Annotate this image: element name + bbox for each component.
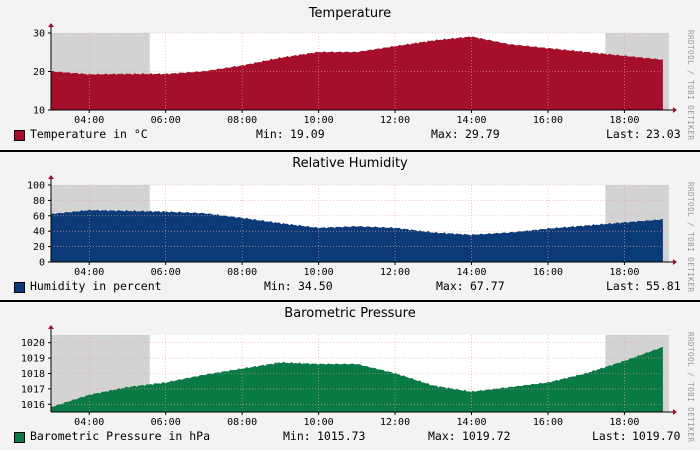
legend-min-label: Min: [256, 127, 284, 141]
legend-max-value: 67.77 [470, 279, 505, 293]
legend-last-label: Last: [606, 127, 641, 141]
x-tick-label: 04:00 [74, 417, 104, 428]
legend-swatch [14, 130, 25, 141]
x-tick-label: 06:00 [151, 417, 181, 428]
x-tick-label: 16:00 [533, 115, 563, 126]
y-tick-label: 30 [33, 29, 45, 40]
y-tick-label: 40 [33, 227, 45, 238]
y-tick-label: 20 [33, 242, 45, 253]
x-tick-label: 14:00 [456, 267, 486, 278]
x-tick-label: 06:00 [151, 267, 181, 278]
legend-min-label: Min: [264, 279, 292, 293]
legend-min-value: 34.50 [298, 279, 333, 293]
y-tick-label: 1017 [21, 384, 45, 395]
x-tick-label: 04:00 [74, 267, 104, 278]
humidity-panel: Relative Humidity 0 20 40 60 80 100 04:00 06:00… [0, 150, 700, 300]
legend-swatch [14, 432, 25, 443]
y-tick-label: 10 [33, 106, 45, 117]
y-tick-label: 0 [39, 258, 45, 269]
legend-min-value: 19.09 [290, 127, 325, 141]
rrdtool-watermark: RRDTOOL / TOBI OETIKER [686, 30, 695, 141]
legend-max-label: Max: [428, 429, 456, 443]
x-tick-label: 06:00 [151, 115, 181, 126]
x-tick-label: 18:00 [609, 115, 639, 126]
legend-min-label: Min: [283, 429, 311, 443]
temperature-chart: 10 20 30 04:00 06:00 08:00 10:00 12:00 14:00 16:0… [33, 23, 677, 126]
x-axis-arrow [673, 259, 677, 265]
x-tick-label: 14:00 [456, 417, 486, 428]
x-axis-arrow [673, 107, 677, 113]
legend-max-label: Max: [431, 127, 459, 141]
y-tick-label: 1018 [21, 369, 45, 380]
x-tick-label: 16:00 [533, 417, 563, 428]
pressure-chart: 1016 1017 1018 1019 1020 04:00 06:00 08:00 10:00… [21, 325, 677, 428]
legend-max-value: 29.79 [465, 127, 500, 141]
legend-last-value: 55.81 [646, 279, 681, 293]
legend-series-name: Barometric Pressure in hPa [30, 429, 211, 443]
x-tick-label: 10:00 [304, 267, 334, 278]
x-tick-label: 12:00 [380, 417, 410, 428]
legend-swatch [14, 282, 25, 293]
y-tick-label: 1020 [21, 338, 45, 349]
series-area [50, 36, 663, 111]
x-tick-label: 18:00 [609, 267, 639, 278]
x-tick-label: 14:00 [456, 115, 486, 126]
x-tick-label: 08:00 [227, 417, 257, 428]
y-axis-arrow [48, 175, 54, 179]
y-tick-label: 20 [33, 67, 45, 78]
series-area [50, 346, 663, 413]
legend-max-value: 1019.72 [462, 429, 511, 443]
y-tick-label: 1016 [21, 400, 45, 411]
x-tick-label: 10:00 [304, 417, 334, 428]
x-tick-label: 12:00 [380, 115, 410, 126]
legend-last-label: Last: [606, 279, 641, 293]
legend-last-value: 1019.70 [632, 429, 681, 443]
x-tick-label: 18:00 [609, 417, 639, 428]
legend-min-value: 1015.73 [317, 429, 366, 443]
rrdtool-watermark: RRDTOOL / TOBI OETIKER [686, 332, 695, 443]
chart-title: Barometric Pressure [284, 306, 416, 321]
x-tick-label: 04:00 [74, 115, 104, 126]
x-tick-label: 16:00 [533, 267, 563, 278]
x-axis-arrow [673, 409, 677, 415]
y-tick-label: 100 [27, 181, 45, 192]
y-tick-label: 60 [33, 211, 45, 222]
chart-title: Temperature [308, 6, 392, 21]
humidity-chart: 0 20 40 60 80 100 04:00 06:00 08:00 10:00 12:00 14:… [27, 175, 677, 278]
pressure-panel: Barometric Pressure 1016 1017 1018 1019 1020… [0, 300, 700, 450]
legend-series-name: Humidity in percent [30, 279, 162, 293]
x-tick-label: 08:00 [227, 115, 257, 126]
series-area [50, 209, 663, 263]
legend-max-label: Max: [436, 279, 464, 293]
y-axis-arrow [48, 23, 54, 27]
y-axis-arrow [48, 325, 54, 329]
legend-series-name: Temperature in °C [30, 127, 148, 141]
x-tick-label: 10:00 [304, 115, 334, 126]
temperature-panel: Temperature 10 20 30 04:00 06:00 08:00 10:00 12… [0, 0, 700, 150]
x-tick-label: 12:00 [380, 267, 410, 278]
y-tick-label: 80 [33, 196, 45, 207]
rrdtool-watermark: RRDTOOL / TOBI OETIKER [686, 182, 695, 293]
x-tick-label: 08:00 [227, 267, 257, 278]
y-tick-label: 1019 [21, 354, 45, 365]
legend-last-value: 23.03 [646, 127, 681, 141]
chart-title: Relative Humidity [292, 156, 408, 171]
legend-last-label: Last: [592, 429, 627, 443]
